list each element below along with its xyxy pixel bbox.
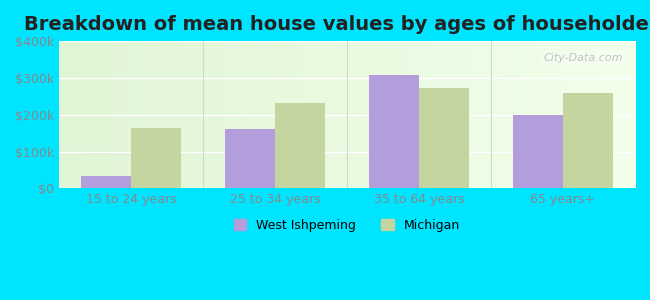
Title: Breakdown of mean house values by ages of householders: Breakdown of mean house values by ages o…	[24, 15, 650, 34]
Bar	[81, 176, 131, 188]
Bar	[131, 128, 181, 188]
Bar	[563, 93, 614, 188]
Legend: West Ishpeming, Michigan: West Ishpeming, Michigan	[227, 213, 466, 238]
Bar	[369, 75, 419, 188]
Text: City-Data.com: City-Data.com	[544, 53, 623, 63]
Bar	[419, 88, 469, 188]
Bar	[225, 129, 275, 188]
Bar	[513, 115, 563, 188]
Bar	[275, 103, 326, 188]
